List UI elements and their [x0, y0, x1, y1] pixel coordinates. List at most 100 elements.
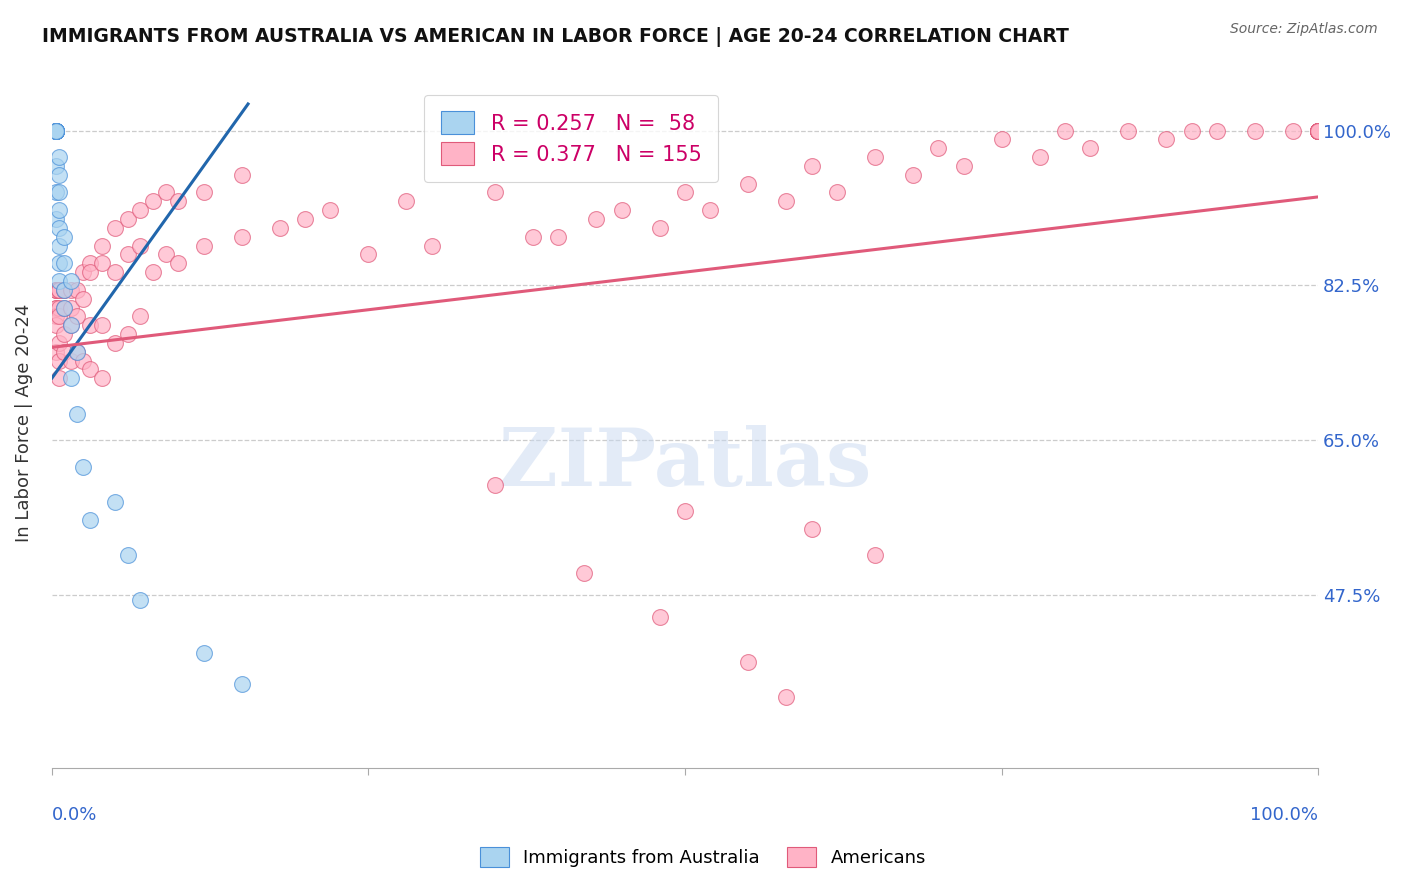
- Point: [53, 256, 76, 270]
- Point: [572, 566, 595, 580]
- Point: [155, 247, 177, 261]
- Point: [45, 123, 67, 137]
- Point: [72, 292, 94, 306]
- Point: [142, 194, 165, 209]
- Point: [79, 513, 101, 527]
- Point: [775, 690, 797, 704]
- Point: [1180, 123, 1202, 137]
- Point: [610, 203, 633, 218]
- Point: [104, 220, 127, 235]
- Point: [59, 353, 82, 368]
- Point: [1308, 123, 1330, 137]
- Point: [79, 265, 101, 279]
- Point: [231, 229, 253, 244]
- Point: [901, 168, 924, 182]
- Text: Source: ZipAtlas.com: Source: ZipAtlas.com: [1230, 22, 1378, 37]
- Point: [72, 459, 94, 474]
- Point: [48, 220, 70, 235]
- Point: [45, 123, 67, 137]
- Legend: R = 0.257   N =  58, R = 0.377   N = 155: R = 0.257 N = 58, R = 0.377 N = 155: [423, 95, 718, 182]
- Point: [48, 301, 70, 315]
- Point: [863, 549, 886, 563]
- Point: [48, 283, 70, 297]
- Point: [45, 310, 67, 324]
- Point: [1308, 123, 1330, 137]
- Point: [1028, 150, 1050, 164]
- Point: [117, 327, 139, 342]
- Point: [53, 229, 76, 244]
- Point: [775, 194, 797, 209]
- Point: [800, 522, 823, 536]
- Point: [420, 238, 443, 252]
- Point: [45, 318, 67, 333]
- Point: [1308, 123, 1330, 137]
- Point: [1308, 123, 1330, 137]
- Point: [45, 301, 67, 315]
- Point: [79, 362, 101, 376]
- Point: [45, 123, 67, 137]
- Point: [825, 186, 848, 200]
- Point: [155, 186, 177, 200]
- Point: [48, 168, 70, 182]
- Point: [231, 168, 253, 182]
- Point: [45, 123, 67, 137]
- Legend: Immigrants from Australia, Americans: Immigrants from Australia, Americans: [472, 839, 934, 874]
- Point: [48, 371, 70, 385]
- Point: [1154, 132, 1177, 146]
- Point: [167, 256, 190, 270]
- Point: [45, 212, 67, 227]
- Point: [48, 203, 70, 218]
- Point: [319, 203, 342, 218]
- Point: [648, 610, 671, 624]
- Point: [117, 549, 139, 563]
- Point: [48, 238, 70, 252]
- Point: [863, 150, 886, 164]
- Point: [231, 676, 253, 690]
- Point: [91, 238, 114, 252]
- Point: [48, 186, 70, 200]
- Point: [737, 655, 759, 669]
- Point: [53, 301, 76, 315]
- Point: [1308, 123, 1330, 137]
- Point: [45, 283, 67, 297]
- Point: [673, 504, 696, 518]
- Point: [45, 344, 67, 359]
- Point: [45, 123, 67, 137]
- Point: [66, 344, 89, 359]
- Point: [91, 256, 114, 270]
- Text: ZIPatlas: ZIPatlas: [499, 425, 872, 503]
- Point: [104, 265, 127, 279]
- Point: [59, 318, 82, 333]
- Point: [45, 159, 67, 173]
- Point: [53, 344, 76, 359]
- Point: [737, 177, 759, 191]
- Point: [699, 203, 721, 218]
- Point: [1078, 141, 1101, 155]
- Point: [48, 335, 70, 350]
- Point: [79, 318, 101, 333]
- Point: [59, 274, 82, 288]
- Point: [72, 353, 94, 368]
- Point: [59, 371, 82, 385]
- Point: [91, 371, 114, 385]
- Point: [48, 256, 70, 270]
- Point: [648, 220, 671, 235]
- Point: [53, 327, 76, 342]
- Point: [48, 274, 70, 288]
- Point: [395, 194, 418, 209]
- Point: [1308, 123, 1330, 137]
- Point: [1116, 123, 1139, 137]
- Point: [800, 159, 823, 173]
- Point: [45, 123, 67, 137]
- Point: [53, 301, 76, 315]
- Point: [48, 310, 70, 324]
- Point: [1281, 123, 1303, 137]
- Text: 100.0%: 100.0%: [1250, 805, 1319, 823]
- Point: [48, 283, 70, 297]
- Point: [117, 212, 139, 227]
- Point: [193, 238, 215, 252]
- Point: [45, 283, 67, 297]
- Point: [48, 353, 70, 368]
- Point: [53, 283, 76, 297]
- Point: [585, 212, 607, 227]
